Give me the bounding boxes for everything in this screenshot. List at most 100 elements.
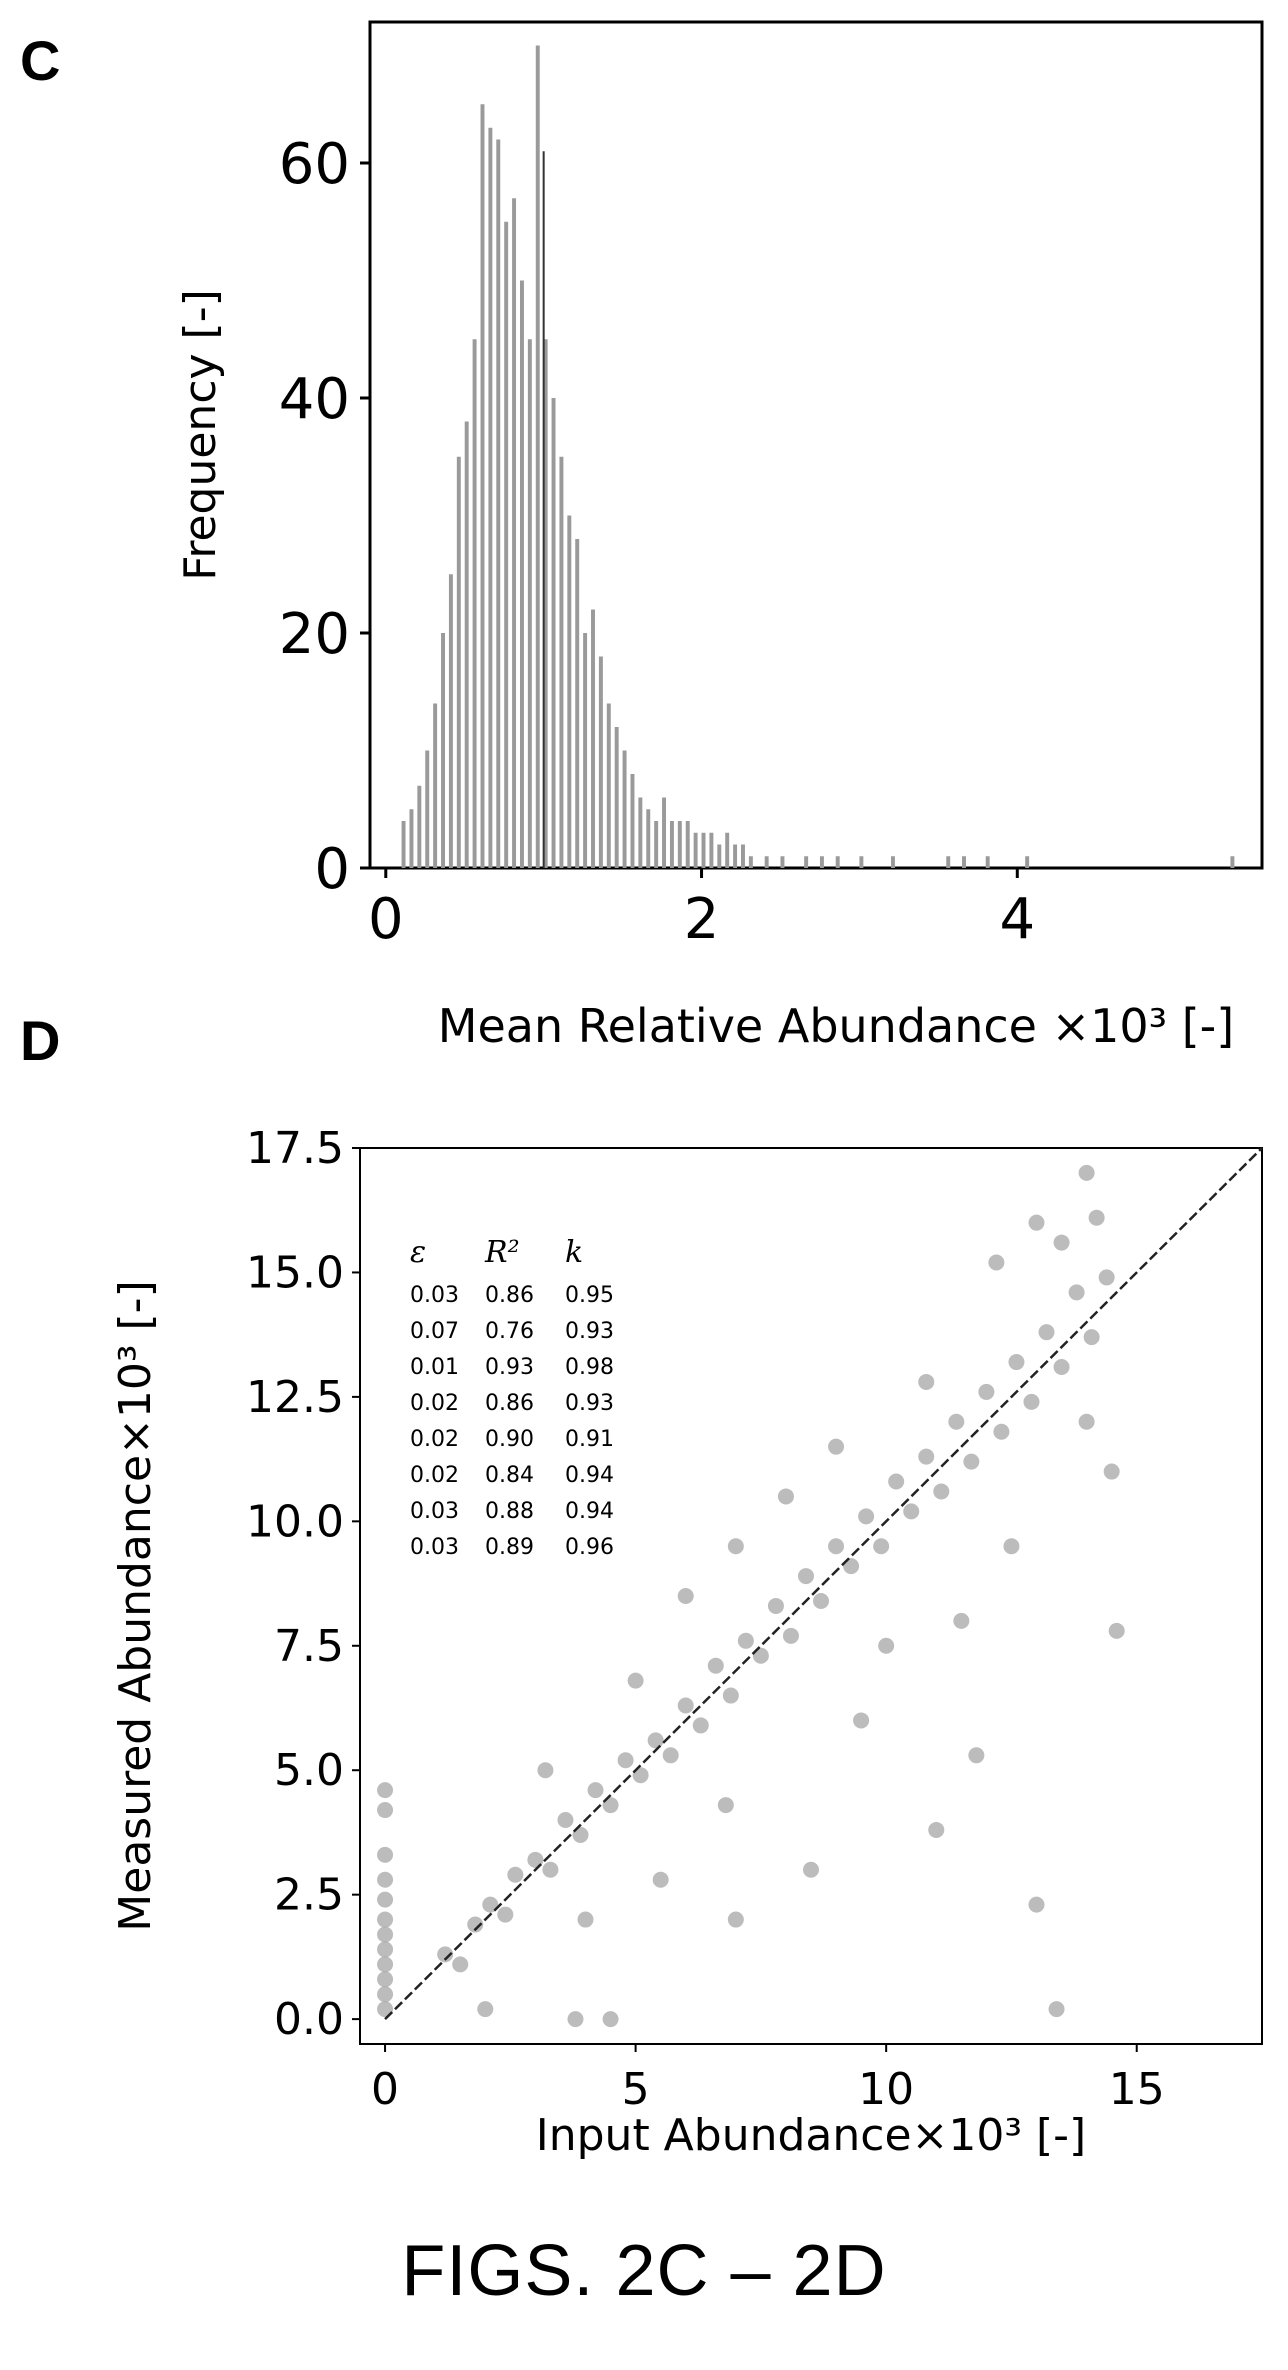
histogram-bar [741, 844, 745, 868]
histogram-bar [575, 539, 580, 868]
scatter-point [777, 1488, 794, 1505]
stats-cell: 0.03 [410, 1535, 459, 1560]
scatter-point [602, 2011, 619, 2028]
scatter-point [1053, 1359, 1070, 1376]
scatter-point [467, 1916, 484, 1933]
scatter-point [572, 1826, 589, 1843]
histogram-bar [496, 139, 501, 868]
histogram-bar [677, 821, 682, 868]
histogram-bar [693, 832, 698, 868]
scatter-point [1048, 2001, 1065, 2018]
scatter-point [1098, 1269, 1115, 1286]
stats-cell: 0.84 [485, 1463, 534, 1488]
histogram-bar [748, 856, 753, 868]
scatter-point [1068, 1284, 1085, 1301]
scatter-point [627, 1672, 644, 1689]
stats-cell: 0.03 [410, 1283, 459, 1308]
scatter-point [1023, 1393, 1040, 1410]
y-tick-label: 40 [279, 367, 350, 432]
histogram-bar [962, 856, 966, 868]
scatter-point [1078, 1164, 1095, 1181]
scatter-point [948, 1413, 965, 1430]
scatter-point [963, 1453, 980, 1470]
scatter-point [803, 1861, 819, 1878]
scatter-point [993, 1423, 1010, 1440]
scatter-point [677, 1697, 694, 1714]
scatter-panel: 0 5 10 15 0.0 2.5 5.0 7.5 10.0 12.5 15.0 17.5 Input … [110, 1123, 1263, 2161]
histogram-bar [543, 339, 548, 868]
stats-cell: 0.93 [485, 1355, 534, 1380]
scatter-point [1083, 1329, 1100, 1346]
figure-caption: FIGS. 2C – 2D [401, 2231, 887, 2311]
histogram-bar [733, 844, 738, 868]
y-tick-label: 12.5 [246, 1372, 344, 1423]
scatter-point [1028, 1214, 1045, 1231]
y-tick-label: 0.0 [274, 1994, 344, 2045]
histogram-bar [717, 844, 722, 868]
histogram-bar [583, 633, 588, 868]
scatter-point [978, 1383, 995, 1400]
scatter-point [1008, 1354, 1025, 1371]
scatter-point [1078, 1413, 1095, 1430]
stats-cell: 0.95 [565, 1283, 614, 1308]
plot-frame [359, 1147, 1263, 2045]
stats-cell: 0.07 [410, 1319, 459, 1344]
histogram-bar [527, 339, 532, 868]
scatter-point [377, 1846, 394, 1863]
scatter-point [968, 1747, 985, 1764]
histogram-bar [591, 609, 595, 868]
scatter-point [1003, 1538, 1020, 1555]
histogram-bar [630, 774, 635, 868]
scatter-point [727, 1911, 744, 1928]
y-tick-label: 60 [279, 132, 350, 197]
histogram-bar [512, 198, 517, 868]
y-tick-label: 7.5 [274, 1621, 344, 1672]
histogram-bar [985, 856, 990, 868]
histogram-bar [425, 750, 430, 868]
identity-line [384, 1147, 1263, 2020]
stats-cell: 0.94 [565, 1463, 614, 1488]
scatter-point [752, 1647, 769, 1664]
scatter-point [858, 1508, 875, 1525]
stats-cell: 0.93 [565, 1391, 614, 1416]
histogram-bar [448, 574, 453, 868]
scatter-point [377, 1802, 394, 1819]
panel-letter-c: C [20, 29, 60, 92]
scatter-point [1053, 1234, 1070, 1251]
scatter-point [692, 1717, 709, 1734]
histogram-bar [535, 45, 540, 868]
stats-cell: 0.90 [485, 1427, 534, 1452]
scatter-point [1038, 1324, 1055, 1341]
histogram-bar [567, 515, 572, 868]
stats-header: R² [484, 1235, 520, 1270]
y-axis-label: Frequency [-] [175, 289, 226, 581]
y-axis-label: Measured Abundance×10³ [-] [110, 1280, 161, 1931]
histogram-bar [859, 856, 864, 868]
stats-cell: 0.89 [485, 1535, 534, 1560]
x-tick-label: 15 [1109, 2064, 1165, 2115]
histogram-bar [614, 727, 619, 868]
histogram-bar [669, 821, 674, 868]
stats-cell: 0.93 [565, 1319, 614, 1344]
scatter-point [903, 1503, 920, 1520]
scatter-point [482, 1896, 499, 1913]
histogram-bar [433, 703, 438, 868]
scatter-point [843, 1558, 860, 1575]
scatter-point [918, 1373, 935, 1390]
stats-cell: 0.94 [565, 1499, 614, 1524]
scatter-point [873, 1538, 890, 1555]
scatter-point [587, 1782, 604, 1799]
histogram-bar [835, 856, 840, 868]
scatter-point [782, 1627, 799, 1644]
stats-cell: 0.02 [410, 1391, 459, 1416]
scatter-point [477, 2001, 494, 2018]
histogram-bar [559, 456, 564, 868]
scatter-point [577, 1911, 594, 1928]
stats-cell: 0.86 [485, 1391, 534, 1416]
histogram-bar [654, 821, 659, 868]
histogram-bar [409, 809, 414, 868]
histogram-bar [701, 832, 706, 868]
scatter-point [813, 1592, 830, 1609]
histogram-bar [472, 339, 477, 868]
